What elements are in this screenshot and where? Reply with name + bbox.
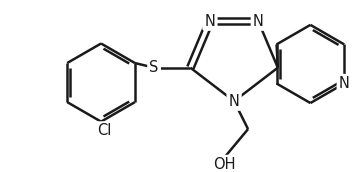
Text: N: N [205, 14, 215, 29]
Text: N: N [339, 76, 350, 91]
Text: N: N [253, 14, 264, 29]
Text: OH: OH [214, 157, 236, 172]
Text: Cl: Cl [98, 123, 112, 138]
Text: S: S [149, 60, 159, 75]
Text: N: N [229, 94, 240, 109]
